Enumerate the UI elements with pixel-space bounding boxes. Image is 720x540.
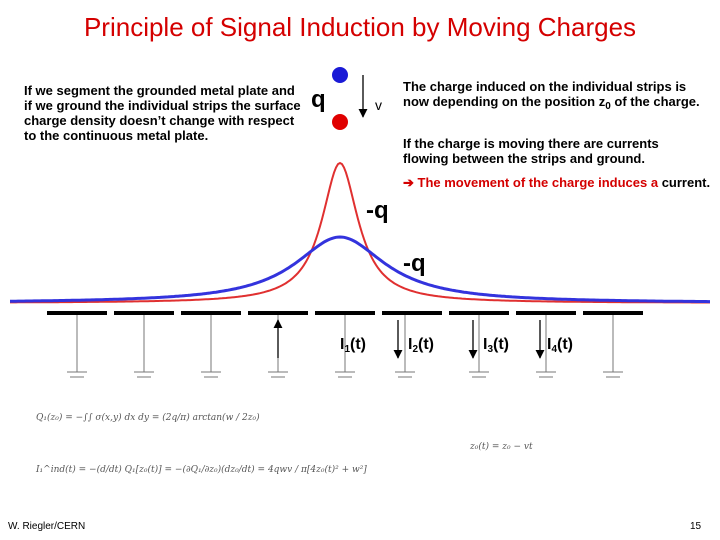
- current-label-4: I4(t): [547, 336, 573, 355]
- strip: [248, 311, 308, 315]
- induced-charge-curve-red: [10, 161, 710, 304]
- strip: [181, 311, 241, 315]
- induced-charge-label-1: -q: [366, 197, 389, 224]
- charge-label-q: q: [311, 86, 326, 113]
- strip: [516, 311, 576, 315]
- right-paragraph-position: The charge induced on the individual str…: [403, 79, 703, 114]
- right-paragraph-conclusion: ➔ The movement of the charge induces a c…: [403, 175, 713, 190]
- footer-author: W. Riegler/CERN: [8, 521, 86, 532]
- right-paragraph-position-end: of the charge.: [610, 94, 700, 109]
- strip: [47, 311, 107, 315]
- strip: [449, 311, 509, 315]
- current-label-1: I1(t): [340, 336, 366, 355]
- formula-position: z₀(t) = z₀ − vt: [470, 442, 533, 452]
- induced-charge-label-2: -q: [403, 250, 426, 277]
- strip: [315, 311, 375, 315]
- positive-charge-blue: [332, 67, 348, 83]
- conclusion-black-text: current.: [658, 175, 711, 190]
- arrow-right-icon: ➔: [403, 175, 414, 190]
- current-label-2: I2(t): [408, 336, 434, 355]
- current-label-3: I3(t): [483, 336, 509, 355]
- induced-charge-curve-blue: [10, 235, 710, 304]
- page-title: Principle of Signal Induction by Moving …: [83, 12, 637, 42]
- right-paragraph-position-main: The charge induced on the individual str…: [403, 79, 687, 109]
- z0-subscript: 0: [605, 101, 611, 112]
- conclusion-red-text: The movement of the charge induces a: [413, 175, 659, 190]
- page-number: 15: [690, 521, 702, 532]
- metal-strips: [47, 311, 643, 315]
- strip: [583, 311, 643, 315]
- ground-connections: [67, 315, 623, 378]
- formula-induced-current: I₁^ind(t) = −(d/dt) Q₁[z₀(t)] = −(∂Q₁/∂z…: [36, 465, 367, 475]
- strip: [114, 311, 174, 315]
- strip: [382, 311, 442, 315]
- charge-red: [332, 114, 348, 130]
- left-paragraph: If we segment the grounded metal plate a…: [24, 83, 301, 143]
- velocity-label: v: [375, 97, 382, 113]
- right-paragraph-currents: If the charge is moving there are curren…: [403, 136, 659, 166]
- formula-induced-charge: Q₁(z₀) = −∫∫ σ(x,y) dx dy = (2q/π) arcta…: [36, 413, 260, 423]
